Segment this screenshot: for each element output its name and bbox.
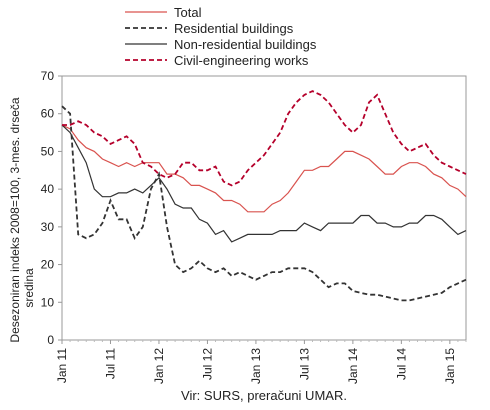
y-tick-label: 10 bbox=[41, 295, 55, 309]
legend-label: Non-residential buildings bbox=[174, 37, 317, 52]
x-tick-label: Jul 14 bbox=[394, 348, 408, 380]
y-tick-label: 70 bbox=[41, 69, 55, 83]
y-tick-label: 20 bbox=[41, 258, 55, 272]
series-line-non-residential-buildings bbox=[61, 124, 467, 243]
x-tick-label: Jan 13 bbox=[249, 348, 263, 384]
x-tick-label: Jul 12 bbox=[200, 348, 214, 380]
series-layer bbox=[61, 90, 467, 302]
series-line-residential-buildings bbox=[61, 105, 467, 302]
y-tick-labels: 0 10 20 30 40 50 60 70 bbox=[41, 69, 55, 347]
legend-label: Total bbox=[174, 5, 202, 20]
x-tick-label: Jan 15 bbox=[443, 348, 457, 384]
legend-label: Residential buildings bbox=[174, 21, 294, 36]
legend-label: Civil-engineering works bbox=[174, 53, 309, 68]
x-tick-label: Jan 14 bbox=[346, 348, 360, 384]
y-axis-ticks bbox=[58, 75, 62, 341]
x-tick-label: Jan 11 bbox=[55, 348, 69, 383]
x-tick-label: Jul 13 bbox=[297, 348, 311, 380]
series-line-total bbox=[61, 124, 467, 213]
y-tick-label: 30 bbox=[41, 220, 55, 234]
y-tick-label: 50 bbox=[41, 144, 55, 158]
x-tick-label: Jul 11 bbox=[103, 348, 117, 379]
x-tick-labels: Jan 11 Jul 11 Jan 12 Jul 12 Jan 13 Jul 13 Jan … bbox=[55, 340, 467, 384]
y-axis-title: Desezoniran indeks 2008=100, 3-mes. drse… bbox=[8, 97, 36, 342]
y-tick-label: 0 bbox=[47, 333, 54, 347]
source-note: Vir: SURS, preračuni UMAR. bbox=[181, 388, 347, 403]
x-tick-label: Jan 12 bbox=[152, 348, 166, 384]
y-tick-label: 60 bbox=[41, 107, 55, 121]
series-line-civil-engineering-works bbox=[62, 90, 467, 187]
y-tick-label: 40 bbox=[41, 182, 55, 196]
